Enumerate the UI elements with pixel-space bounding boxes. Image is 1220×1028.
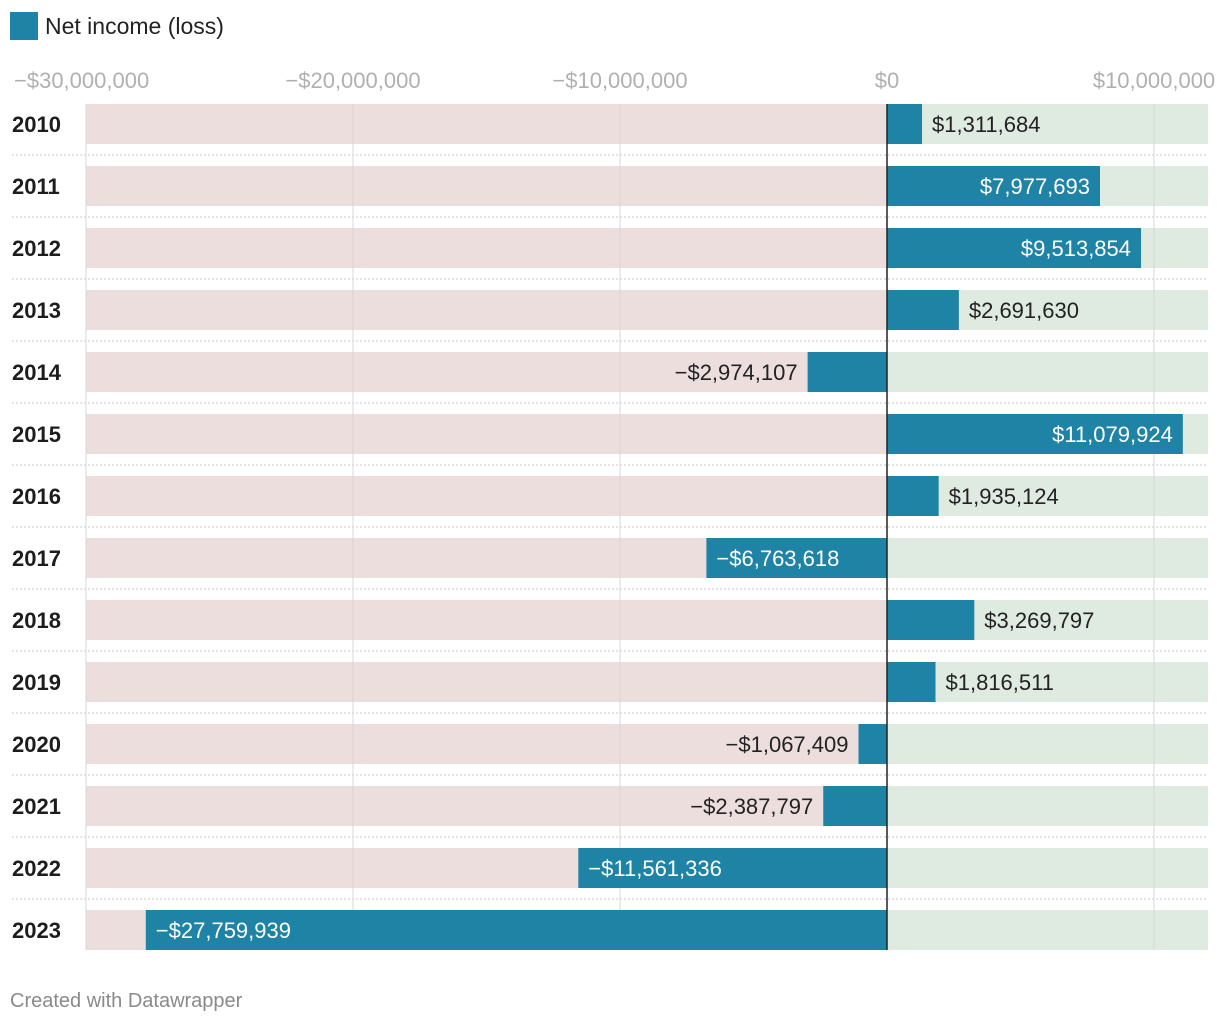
- row-background-negative: [86, 786, 887, 826]
- footer-credit: Created with Datawrapper: [10, 990, 243, 1012]
- row-background-negative: [86, 352, 887, 392]
- bar-2022: [578, 848, 887, 888]
- bar-2015: [887, 414, 1183, 454]
- x-tick-label: −$10,000,000: [552, 68, 687, 93]
- value-label: −$11,561,336: [588, 856, 722, 881]
- year-label: 2020: [12, 732, 61, 757]
- bar-2020: [858, 724, 887, 764]
- row-background-negative: [86, 476, 887, 516]
- row-background-negative: [86, 600, 887, 640]
- year-label: 2018: [12, 608, 61, 633]
- row-background-positive: [887, 724, 1208, 764]
- value-label: −$27,759,939: [156, 918, 291, 943]
- bar-2023: [145, 910, 887, 950]
- bar-2017: [706, 538, 887, 578]
- x-tick-label: −$20,000,000: [285, 68, 420, 93]
- row-background-negative: [86, 228, 887, 268]
- legend: Net income (loss): [10, 12, 224, 40]
- value-label: $7,977,693: [980, 174, 1090, 199]
- row-background-positive: [887, 538, 1208, 578]
- year-label: 2016: [12, 484, 61, 509]
- row-background-negative: [86, 166, 887, 206]
- year-label: 2015: [12, 422, 61, 447]
- bar-2012: [887, 228, 1142, 268]
- row-background-negative: [86, 104, 887, 144]
- value-label: −$1,067,409: [726, 732, 849, 757]
- bar-2011: [887, 166, 1101, 206]
- row-background-negative: [86, 290, 887, 330]
- year-label: 2010: [12, 112, 61, 137]
- row-background-positive: [887, 786, 1208, 826]
- x-tick-label: −$30,000,000: [14, 68, 149, 93]
- value-label: −$6,763,618: [716, 546, 839, 571]
- value-label: $2,691,630: [969, 298, 1079, 323]
- x-tick-label: $0: [875, 68, 899, 93]
- row-background-positive: [887, 352, 1208, 392]
- bar-2013: [887, 290, 959, 330]
- value-label: $1,816,511: [946, 670, 1054, 695]
- bar-2014: [807, 352, 887, 392]
- year-label: 2012: [12, 236, 61, 261]
- value-label: −$2,974,107: [675, 360, 798, 385]
- year-label: 2011: [12, 174, 60, 199]
- row-background-negative: [86, 662, 887, 702]
- bar-2019: [887, 662, 936, 702]
- legend-swatch: [10, 12, 38, 40]
- value-label: $11,079,924: [1052, 422, 1173, 447]
- bar-2016: [887, 476, 939, 516]
- value-label: −$2,387,797: [690, 794, 813, 819]
- bar-2021: [823, 786, 887, 826]
- year-label: 2021: [12, 794, 61, 819]
- value-label: $3,269,797: [984, 608, 1094, 633]
- bar-2010: [887, 104, 923, 144]
- value-label: $9,513,854: [1021, 236, 1131, 261]
- row-background-positive: [887, 910, 1208, 950]
- row-background-positive: [887, 848, 1208, 888]
- value-label: $1,935,124: [949, 484, 1059, 509]
- year-label: 2023: [12, 918, 61, 943]
- year-label: 2013: [12, 298, 61, 323]
- row-background-negative: [86, 724, 887, 764]
- value-label: $1,311,684: [932, 112, 1040, 137]
- legend-label: Net income (loss): [45, 12, 224, 39]
- year-label: 2014: [12, 360, 62, 385]
- year-label: 2022: [12, 856, 61, 881]
- bar-2018: [887, 600, 975, 640]
- year-label: 2017: [12, 546, 61, 571]
- x-tick-label: $10,000,000: [1093, 68, 1215, 93]
- year-label: 2019: [12, 670, 61, 695]
- row-background-negative: [86, 414, 887, 454]
